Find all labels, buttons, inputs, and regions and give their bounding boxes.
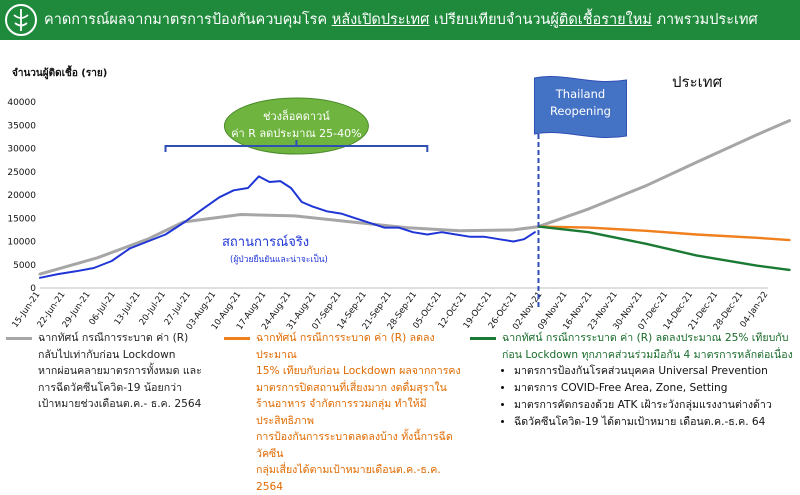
y-tick-label: 25000 <box>7 168 36 178</box>
note-orange-scenario: ฉากทัศน์ กรณีการระบาด ค่า (R) ลดลงประมาณ… <box>224 330 469 495</box>
legend-line-gray <box>6 337 32 340</box>
actual-series-sublabel: (ผู้ป่วยยืนยันและน่าจะเป็น) <box>230 253 328 265</box>
green-measures-list: มาตรการป้องกันโรคส่วนบุคคล Universal Pre… <box>470 363 800 431</box>
reopening-flag <box>533 75 627 139</box>
header-bar: คาดการณ์ผลจากมาตรการป้องกันควบคุมโรค หลั… <box>0 0 800 40</box>
series-line <box>38 119 791 276</box>
note-gray-scenario: ฉากทัศน์ กรณีการระบาด ค่า (R) กลับไปเท่า… <box>6 330 228 413</box>
y-tick-label: 35000 <box>7 121 36 131</box>
legend-line-green <box>470 337 496 340</box>
legend-line-orange <box>224 337 250 340</box>
title-text-1: คาดการณ์ผลจากมาตรการป้องกันควบคุมโรค <box>44 12 332 28</box>
note-orange-text: ฉากทัศน์ กรณีการระบาด ค่า (R) ลดลงประมาณ… <box>256 332 461 493</box>
lockdown-subtitle: ค่า R ลดประมาณ 25-40% <box>231 127 361 140</box>
y-axis-label: จำนวนผู้ติดเชื้อ (ราย) <box>12 65 107 80</box>
page-title: คาดการณ์ผลจากมาตรการป้องกันควบคุมโรค หลั… <box>44 0 758 40</box>
reopening-label: Reopening <box>550 104 611 118</box>
title-text-2: เปรียบเทียบจำนวน <box>429 12 551 28</box>
actual-series-label: สถานการณ์จริง <box>222 234 309 250</box>
note-gray-text: ฉากทัศน์ กรณีการระบาด ค่า (R) กลับไปเท่า… <box>38 332 202 410</box>
note-green-text: ฉากทัศน์ กรณีการระบาด ค่า (R) ลดลงประมาณ… <box>502 332 793 361</box>
scenario-notes: ฉากทัศน์ กรณีการระบาด ค่า (R) กลับไปเท่า… <box>0 330 800 493</box>
ministry-logo-icon <box>5 4 37 36</box>
list-item: มาตรการ COVID-Free Area, Zone, Setting <box>514 380 800 397</box>
lockdown-title: ช่วงล็อคดาวน์ <box>263 109 330 123</box>
reopening-label: Thailand <box>555 87 605 101</box>
title-text-3: ภาพรวมประเทศ <box>651 12 758 28</box>
y-tick-label: 10000 <box>7 238 36 248</box>
series-line <box>39 175 536 279</box>
region-label: ประเทศ <box>672 73 723 91</box>
y-tick-label: 30000 <box>7 145 36 155</box>
y-tick-label: 40000 <box>7 98 36 108</box>
title-underline-1: หลังเปิดประเทศ <box>331 12 430 28</box>
y-tick-label: 15000 <box>7 214 36 224</box>
note-green-scenario: ฉากทัศน์ กรณีการระบาด ค่า (R) ลดลงประมาณ… <box>470 330 800 431</box>
lockdown-bracket <box>164 140 429 152</box>
y-tick-label: 5000 <box>13 261 36 271</box>
series-line <box>537 225 791 272</box>
list-item: ฉีดวัคซีนโควิด-19 ได้ตามเป้าหมาย เดือนต.… <box>514 414 800 431</box>
list-item: มาตรการป้องกันโรคส่วนบุคคล Universal Pre… <box>514 363 800 380</box>
covid-projection-chart: จำนวนผู้ติดเชื้อ (ราย) 0 5000 10000 15000 200… <box>7 65 791 330</box>
lockdown-ellipse <box>223 97 369 155</box>
y-tick-label: 20000 <box>7 191 36 201</box>
title-underline-2: ผู้ติดเชื้อรายใหม่ <box>550 12 652 28</box>
list-item: มาตรการคัดกรองด้วย ATK เฝ้าระวังกลุ่มแรง… <box>514 397 800 414</box>
y-tick-label: 0 <box>30 284 36 294</box>
series-line <box>537 225 791 242</box>
